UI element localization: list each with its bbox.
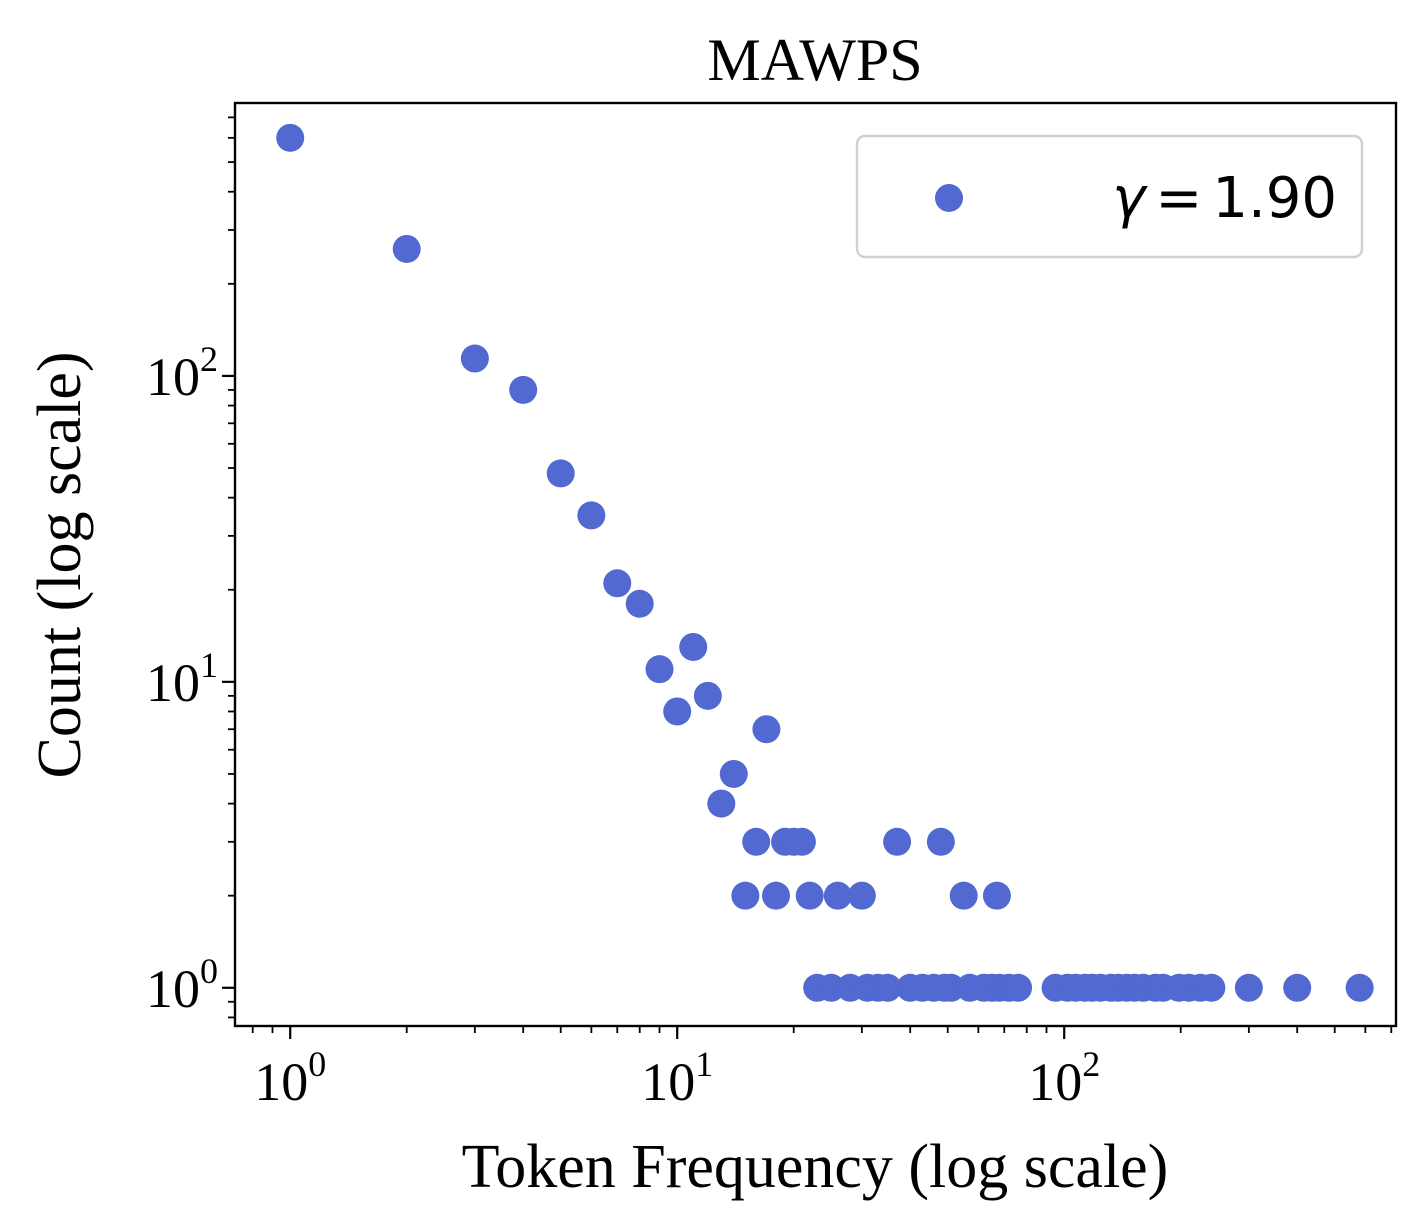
- data-point: [1234, 973, 1263, 1002]
- legend-box: [855, 134, 1364, 259]
- x-tick-base: 10: [1028, 1052, 1082, 1112]
- data-point: [603, 569, 632, 598]
- data-point: [795, 881, 824, 910]
- y-tick-label: 102: [146, 339, 218, 407]
- x-tick-base: 10: [641, 1052, 695, 1112]
- chart-title: MAWPS: [707, 27, 922, 93]
- x-tick-exponent: 2: [1082, 1044, 1100, 1084]
- data-points: [276, 123, 1374, 1002]
- data-point: [883, 827, 912, 856]
- data-point: [847, 881, 876, 910]
- x-tick-exponent: 1: [695, 1044, 713, 1084]
- data-point: [392, 234, 421, 263]
- y-tick-exponent: 0: [200, 951, 218, 991]
- data-point: [731, 881, 760, 910]
- y-tick-base: 10: [146, 653, 200, 713]
- data-point: [787, 827, 816, 856]
- data-point: [546, 459, 575, 488]
- plot-frame: [233, 101, 1398, 1028]
- data-point: [679, 632, 708, 661]
- data-point: [460, 344, 489, 373]
- legend-marker: [935, 184, 963, 212]
- y-tick-label: 100: [146, 951, 218, 1019]
- x-axis-label: Token Frequency (log scale): [462, 1133, 1169, 1201]
- legend: γ = 1.90: [855, 134, 1364, 259]
- data-point: [707, 789, 736, 818]
- data-point: [873, 973, 902, 1002]
- x-tick-exponent: 0: [308, 1044, 326, 1084]
- data-point: [1197, 973, 1226, 1002]
- data-point: [1004, 973, 1033, 1002]
- data-point: [742, 827, 771, 856]
- data-point: [1345, 973, 1374, 1002]
- y-tick-base: 10: [146, 347, 200, 407]
- data-point: [1283, 973, 1312, 1002]
- data-point: [719, 759, 748, 788]
- x-tick-label: 100: [254, 1044, 326, 1112]
- data-point: [949, 881, 978, 910]
- data-point: [625, 589, 654, 618]
- data-point: [982, 881, 1011, 910]
- data-point: [762, 881, 791, 910]
- y-tick-label: 101: [146, 645, 218, 713]
- x-tick-label: 102: [1028, 1044, 1100, 1112]
- data-point: [577, 501, 606, 530]
- y-axis-label: Count (log scale): [26, 351, 94, 778]
- y-tick-exponent: 1: [200, 645, 218, 685]
- x-tick-label: 101: [641, 1044, 713, 1112]
- data-point: [926, 827, 955, 856]
- data-point: [693, 681, 722, 710]
- y-tick-exponent: 2: [200, 339, 218, 379]
- data-point: [276, 123, 305, 152]
- data-point: [645, 655, 674, 684]
- data-point: [752, 715, 781, 744]
- major-ticks: [222, 374, 1066, 1039]
- legend-symbol: γ: [1112, 166, 1148, 231]
- x-tick-base: 10: [254, 1052, 308, 1112]
- legend-label: γ = 1.90: [1112, 166, 1337, 231]
- legend-value: 1.90: [1212, 166, 1337, 231]
- y-tick-base: 10: [146, 959, 200, 1019]
- data-point: [663, 697, 692, 726]
- data-point: [823, 881, 852, 910]
- data-point: [509, 375, 538, 404]
- legend-operator: =: [1155, 166, 1202, 231]
